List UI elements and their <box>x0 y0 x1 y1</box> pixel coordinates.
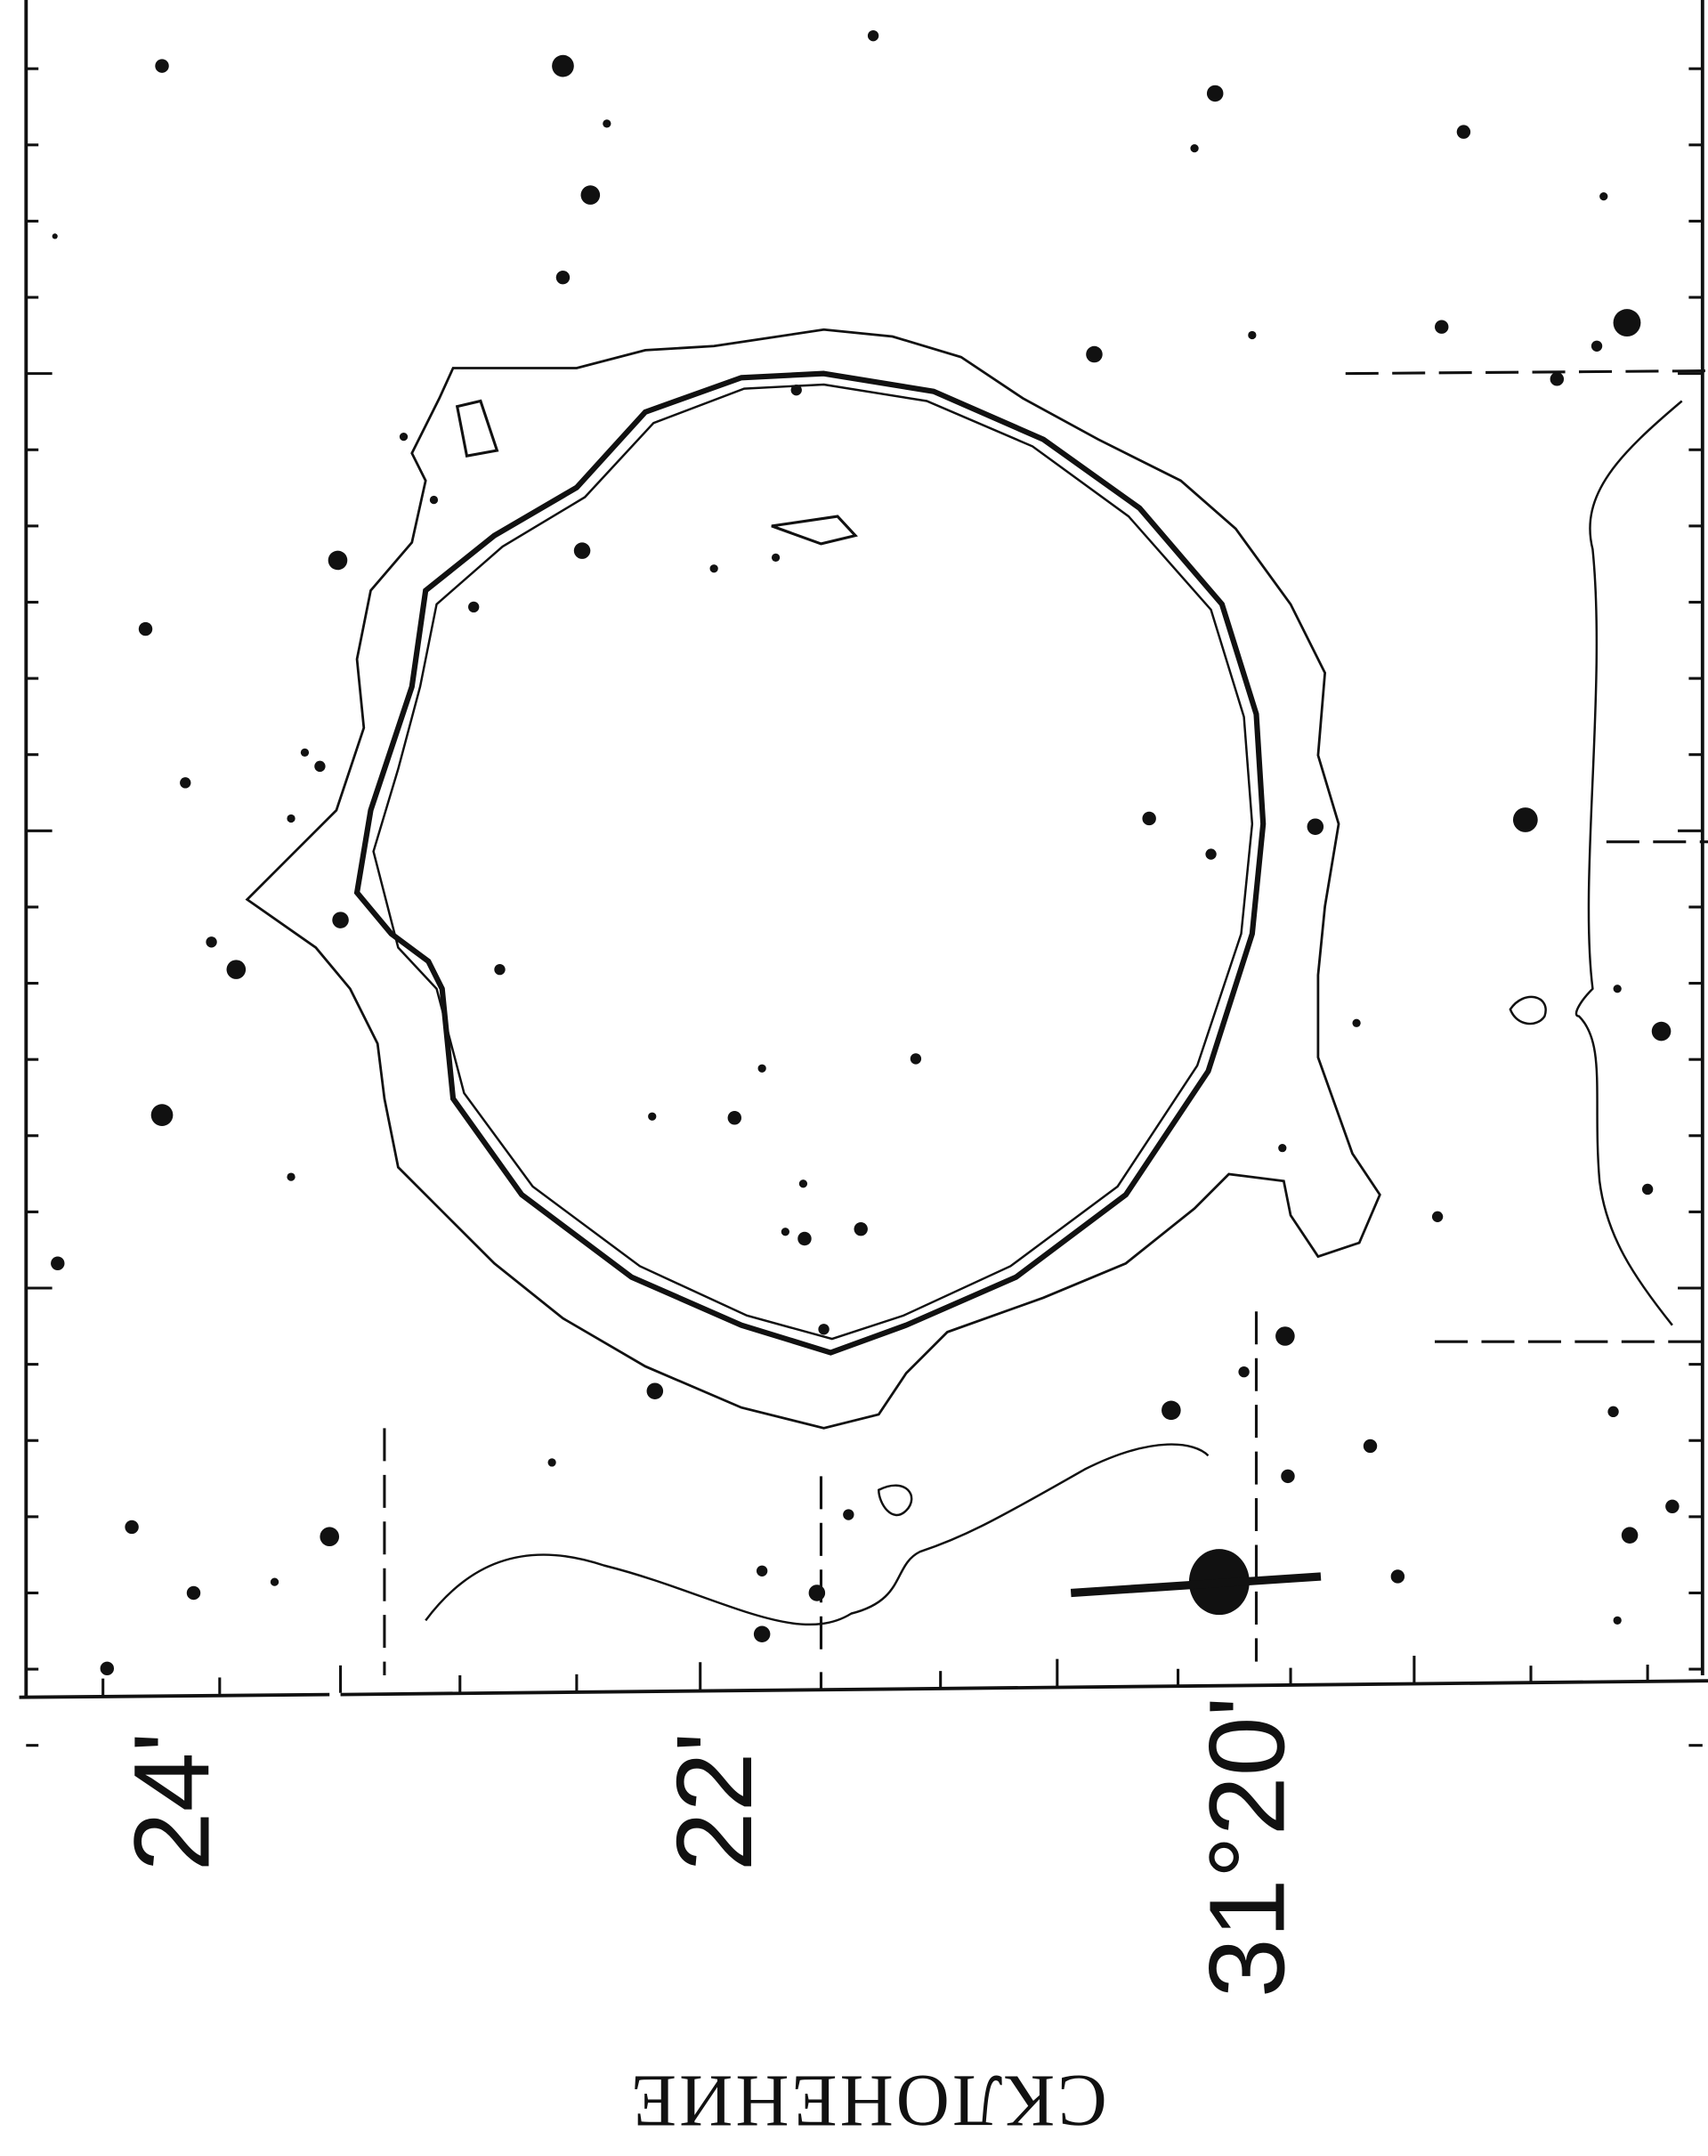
star <box>53 233 58 239</box>
star <box>710 564 718 572</box>
star <box>430 496 438 504</box>
star <box>1614 985 1622 993</box>
star <box>320 1527 339 1546</box>
star <box>581 185 601 205</box>
star <box>911 1053 921 1064</box>
star <box>854 1222 868 1236</box>
star <box>868 30 878 41</box>
star <box>468 602 479 612</box>
star <box>206 936 216 947</box>
star <box>843 1509 854 1520</box>
star <box>301 749 309 757</box>
star <box>1607 1406 1618 1417</box>
star <box>180 777 190 788</box>
star <box>757 1566 767 1576</box>
star <box>574 542 591 559</box>
star <box>1652 1022 1672 1042</box>
star <box>809 1585 826 1601</box>
star <box>1190 144 1198 152</box>
tick-label: 31°20' <box>1187 1696 1307 1998</box>
star <box>1278 1144 1286 1152</box>
star <box>1665 1500 1679 1513</box>
star <box>1599 192 1607 200</box>
star <box>556 271 570 284</box>
star <box>332 912 349 928</box>
star <box>1162 1401 1181 1421</box>
star <box>1622 1527 1639 1544</box>
star <box>1591 341 1602 352</box>
star <box>1435 320 1448 333</box>
star <box>1642 1184 1653 1195</box>
star <box>1086 346 1103 363</box>
sky-chart: 24' 22' 31°20' СКЛОНЕНИЕ <box>0 0 1708 2156</box>
star <box>314 761 325 772</box>
star <box>1248 331 1256 339</box>
tick-label: 24' <box>112 1732 231 1872</box>
star <box>772 554 780 562</box>
axis-title: СКЛОНЕНИЕ <box>628 2059 1107 2141</box>
star <box>1281 1470 1294 1483</box>
tick-label: 22' <box>655 1732 774 1872</box>
star <box>781 1228 789 1236</box>
star <box>1205 848 1216 859</box>
star <box>1432 1212 1443 1222</box>
star <box>547 1458 555 1466</box>
star <box>648 1113 656 1121</box>
star <box>1614 309 1641 336</box>
star <box>758 1065 766 1073</box>
star <box>155 59 168 72</box>
star <box>1307 818 1324 835</box>
star <box>1513 807 1538 832</box>
star <box>1364 1439 1377 1453</box>
star <box>728 1111 741 1124</box>
star <box>647 1382 664 1399</box>
star <box>552 55 574 77</box>
star <box>1275 1326 1295 1346</box>
star <box>1550 372 1564 385</box>
star <box>139 622 152 636</box>
star <box>328 551 348 571</box>
star <box>227 960 247 979</box>
star <box>1457 125 1470 138</box>
star <box>287 1172 295 1180</box>
star <box>1352 1019 1360 1027</box>
star <box>151 1104 174 1126</box>
star <box>287 815 295 823</box>
star <box>818 1324 829 1334</box>
star <box>271 1578 279 1586</box>
star <box>1238 1366 1249 1377</box>
star <box>494 964 505 975</box>
star <box>400 433 408 441</box>
star <box>797 1232 811 1245</box>
star <box>187 1586 200 1600</box>
star <box>125 1520 138 1534</box>
star <box>754 1625 771 1642</box>
star <box>1614 1617 1622 1625</box>
star <box>603 119 611 127</box>
star <box>1142 812 1155 825</box>
background <box>0 0 1708 2156</box>
star <box>799 1179 807 1187</box>
star <box>1207 85 1224 102</box>
star <box>791 385 802 395</box>
star <box>1391 1569 1404 1583</box>
star <box>51 1257 64 1270</box>
star <box>101 1662 114 1675</box>
